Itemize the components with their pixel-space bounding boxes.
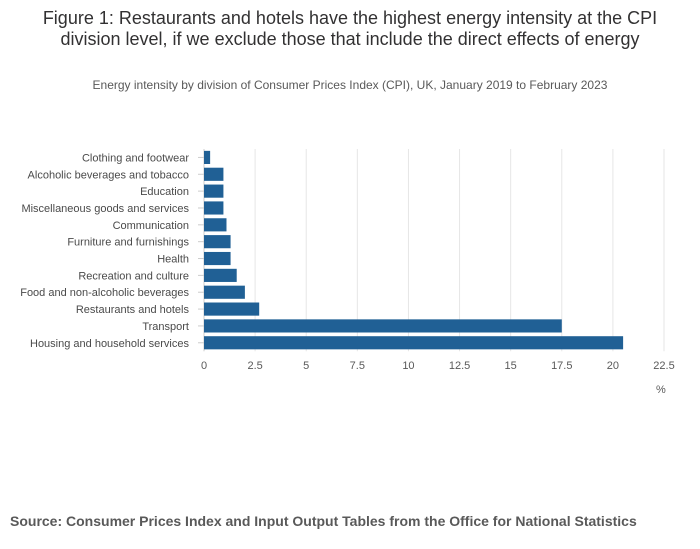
category-labels: Clothing and footwear Alcoholic beverages… xyxy=(20,152,189,349)
category-label: Transport xyxy=(142,321,189,333)
category-label: Recreation and culture xyxy=(78,270,189,282)
chart-subtitle: Energy intensity by division of Consumer… xyxy=(92,78,608,92)
x-tick-label: 20 xyxy=(607,360,619,372)
chart-title: Figure 1: Restaurants and hotels have th… xyxy=(42,8,658,49)
bars xyxy=(204,150,624,350)
x-tick-label: 17.5 xyxy=(551,360,572,372)
category-label: Housing and household services xyxy=(30,338,189,350)
category-label: Food and non-alcoholic beverages xyxy=(20,287,189,299)
category-label: Education xyxy=(140,186,189,198)
bar xyxy=(204,167,224,181)
bar xyxy=(204,184,224,198)
bar xyxy=(204,201,224,215)
x-tick-label: 7.5 xyxy=(350,360,365,372)
gridlines xyxy=(198,149,665,352)
bar xyxy=(204,251,231,266)
category-label: Miscellaneous goods and services xyxy=(21,203,189,215)
x-tick-labels: 0 2.5 5 7.5 10 12.5 15 17.5 20 22.5 xyxy=(201,360,675,372)
bar xyxy=(204,150,211,164)
category-label: Clothing and footwear xyxy=(82,152,189,164)
category-label: Furniture and furnishings xyxy=(67,237,189,249)
category-label: Health xyxy=(157,254,189,266)
x-tick-label: 10 xyxy=(402,360,414,372)
bar xyxy=(204,285,245,299)
bar xyxy=(204,218,227,232)
x-tick-label: 22.5 xyxy=(653,360,674,372)
x-axis-unit-label: % xyxy=(656,384,666,396)
category-label: Communication xyxy=(113,220,189,232)
bar xyxy=(204,235,231,249)
bar xyxy=(204,302,260,316)
bar xyxy=(204,336,624,350)
x-tick-label: 15 xyxy=(505,360,517,372)
x-tick-label: 5 xyxy=(303,360,309,372)
bar xyxy=(204,268,237,282)
category-label: Alcoholic beverages and tobacco xyxy=(28,169,189,181)
category-label: Restaurants and hotels xyxy=(76,304,190,316)
x-tick-label: 0 xyxy=(201,360,207,372)
bar xyxy=(204,319,562,333)
x-tick-label: 12.5 xyxy=(449,360,470,372)
source-note: Source: Consumer Prices Index and Input … xyxy=(10,513,637,529)
x-tick-label: 2.5 xyxy=(247,360,262,372)
